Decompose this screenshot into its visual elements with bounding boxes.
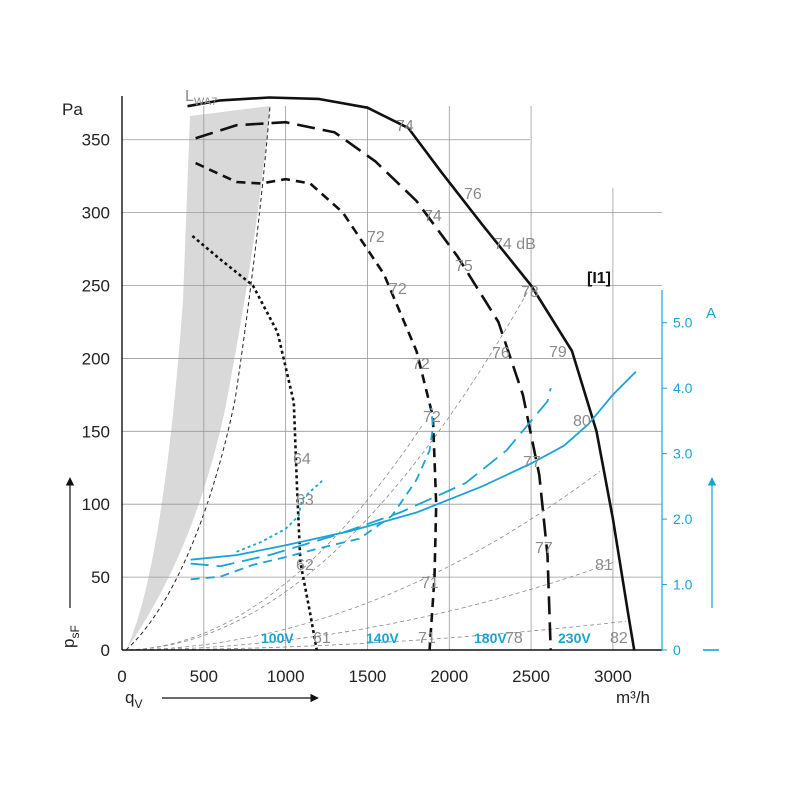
right-tick-labels: 0 1.0 2.0 3.0 4.0 5.0 [662,315,693,658]
pressure-curve-180v [195,120,552,651]
x-tick-label: 0 [117,667,126,686]
sound-label: 72 [389,281,407,298]
x-tick-label: 500 [190,667,218,686]
pressure-curve-140v [195,161,438,651]
right-unit-label: A [706,305,716,322]
x-tick-label: 2500 [512,667,550,686]
voltage-label: 230V [558,630,591,646]
sound-label: 76 [492,345,510,362]
sound-label: 62 [296,557,314,574]
current-curves [190,371,637,581]
system-curve [121,423,424,651]
sound-label: 78 [521,284,539,301]
x-tick-label: 2000 [430,667,468,686]
right-tick-label: 3.0 [673,446,693,462]
sound-label: 72 [367,229,385,246]
current-curve-180v [190,387,552,568]
y-unit-label: Pa [62,100,83,119]
current-curve-140v [190,407,434,581]
sound-label: 74 dB [494,236,536,253]
y-tick-label: 250 [82,277,110,296]
code-label: [I1] [587,270,611,287]
y-tick-label: 0 [101,641,110,660]
sound-label: 64 [293,451,311,468]
right-tick-label: 4.0 [673,380,693,396]
sound-label: 61 [313,630,331,647]
y-tick-label: 200 [82,349,110,368]
system-curve [122,471,601,651]
sound-label: 82 [610,630,628,647]
lwa-label-main: L [185,88,194,105]
voltage-labels: 100V 140V 180V 230V [261,630,591,646]
y-tick-label: 300 [82,204,110,223]
sound-label: 71 [418,630,436,647]
x-axis-label-main: q [125,688,134,707]
system-curve [121,291,529,651]
system-curve [122,620,627,651]
x-tick-labels: 0 500 1000 1500 2000 2500 3000 [117,667,632,686]
right-tick-label: 2.0 [673,511,693,527]
sound-power-labels: 74 76 74 dB 74 75 72 72 72 72 78 76 79 8… [293,118,628,647]
right-tick-label: 5.0 [673,315,693,331]
voltage-label: 180V [474,630,507,646]
x-tick-label: 1500 [349,667,387,686]
sound-label: 79 [549,344,567,361]
x-tick-label: 3000 [594,667,632,686]
pressure-curves [187,96,636,651]
sound-label: 78 [505,630,523,647]
x-axis-label-sub: V [134,697,142,711]
pressure-curve-230v [187,96,636,651]
sound-label: 81 [595,557,613,574]
sound-label: 77 [523,454,541,471]
voltage-label: 100V [261,630,294,646]
lwa-label-sub: WA7 [194,96,217,108]
pressure-curve-100v [191,235,318,651]
grid [122,106,662,650]
sound-label: 76 [464,186,482,203]
sound-label: 63 [296,492,314,509]
sound-label: 71 [421,575,439,592]
y-tick-label: 100 [82,495,110,514]
sound-label: 77 [535,540,553,557]
y-axis-label: psF [59,625,82,648]
sound-label: 74 [396,118,414,135]
y-axis-label-sub: sF [68,625,82,638]
x-tick-label: 1000 [267,667,305,686]
lwa-label: LWA7 [185,88,217,108]
current-curve-230v [190,371,637,561]
sound-label: 74 [424,208,442,225]
current-curve-100v [236,479,324,553]
system-lines [121,291,627,651]
voltage-label: 140V [366,630,399,646]
right-tick-label: 0 [673,642,681,658]
y-tick-label: 350 [82,131,110,150]
right-tick-label: 1.0 [673,577,693,593]
unusable-region-boundary [125,105,271,651]
y-tick-labels: 0 50 100 150 200 250 300 350 [82,131,110,660]
sound-label: 75 [455,258,473,275]
sound-label: 72 [423,409,441,426]
y-tick-label: 50 [91,568,110,587]
x-unit-label: m³/h [616,688,650,707]
sound-label: 72 [412,356,430,373]
sound-label: 80 [573,413,591,430]
y-axis-label-main: p [59,639,78,648]
system-curve [122,562,614,651]
unusable-region [126,106,270,650]
y-tick-label: 150 [82,422,110,441]
x-axis-label: qV [125,688,142,711]
